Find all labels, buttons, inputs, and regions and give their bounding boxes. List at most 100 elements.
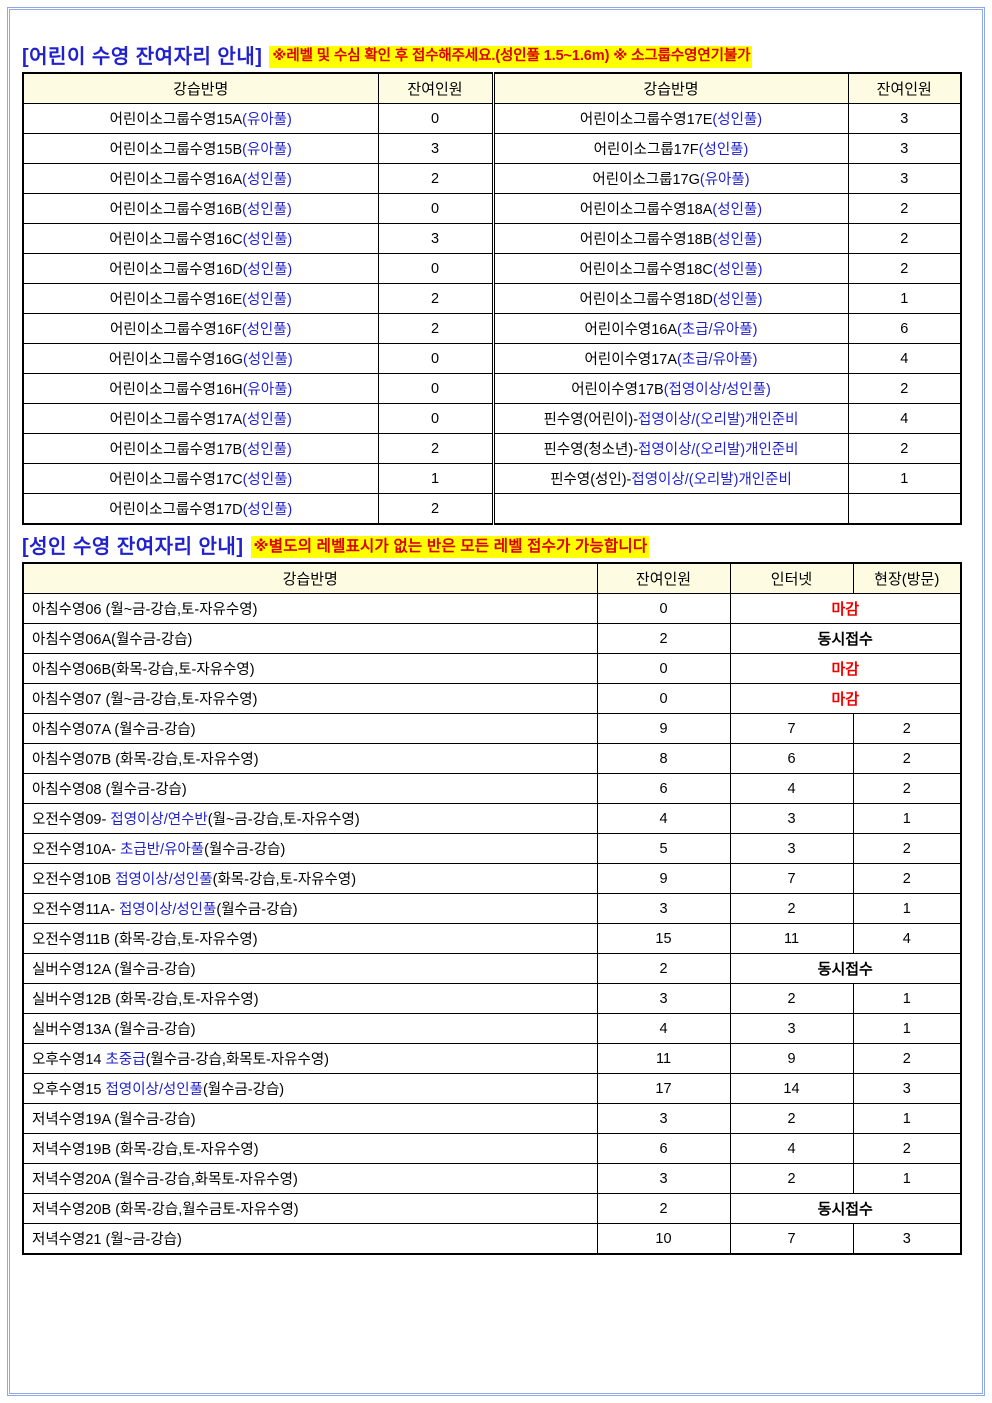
kids-remaining-count: 2 [847, 433, 962, 464]
class-level-text: 초중급 [105, 1052, 146, 1068]
kids-table-body: 어린이소그룹수영15A(유아풀) 0 어린이소그룹수영17E(성인풀) 3 어린이소그룹… [22, 103, 962, 525]
table-row: 어린이소그룹수영16B(성인풀) 0 어린이소그룹수영18A(성인풀) 2 [22, 193, 962, 224]
class-name-text: 아침수영07 [32, 692, 106, 708]
class-name-text: 어린이소그룹수영17B [109, 442, 243, 458]
table-row: 아침수영07A (월수금-강습) 9 7 2 [22, 713, 962, 744]
kids-class-name: 어린이소그룹수영17A(성인풀) [22, 403, 379, 434]
adult-onsite-count: 3 [852, 1223, 962, 1255]
table-row: 어린이소그룹수영15A(유아풀) 0 어린이소그룹수영17E(성인풀) 3 [22, 103, 962, 134]
adult-onsite-count: 2 [852, 743, 962, 774]
class-level-text: 접영이상/(오리발)개인준비 [631, 472, 792, 488]
class-level-text: (성인풀) [242, 472, 293, 488]
class-schedule-text: (화목-강습,토-자유수영) [212, 872, 357, 888]
class-level-text: (성인풀) [242, 202, 292, 218]
class-name-text: 어린이소그룹수영18A [579, 202, 713, 218]
class-level-text: (초급/유아풀) [677, 322, 758, 338]
class-schedule-text: (화목-강습,토-자유수영) [111, 662, 255, 678]
class-schedule-text: (월~금-강습,토-자유수영) [105, 692, 258, 708]
adult-section-header: [성인 수영 잔여자리 안내] ※별도의 레벨표시가 없는 반은 모든 레벨 접… [22, 530, 962, 558]
class-name-text: 어린이소그룹수영16D [109, 262, 243, 278]
table-row: 실버수영12B (화목-강습,토-자유수영) 3 2 1 [22, 983, 962, 1014]
kids-class-name: 어린이수영17A(초급/유아풀) [491, 343, 849, 374]
kids-table-header-row: 강습반명 잔여인원 강습반명 잔여인원 [22, 72, 962, 104]
table-row: 저녁수영20A (월수금-강습,화목토-자유수영) 3 2 1 [22, 1163, 962, 1194]
class-name-text: 저녁수영20B [32, 1202, 116, 1218]
class-name-text: 어린이수영17B [571, 382, 664, 398]
kids-class-name: 어린이소그룹수영17E(성인풀) [491, 103, 849, 134]
class-schedule-text: (월수금-강습) [105, 782, 187, 798]
class-level-text: (성인풀) [242, 502, 293, 518]
adult-remaining-count: 10 [596, 1223, 731, 1255]
adult-header-name: 강습반명 [22, 562, 598, 594]
class-name-text: 어린이수영17A [584, 352, 678, 368]
kids-class-name: 어린이소그룹수영17C(성인풀) [22, 463, 379, 494]
adult-onsite-count: 1 [852, 1163, 962, 1194]
kids-remaining-count: 2 [377, 163, 494, 194]
class-level-text: (성인풀) [241, 322, 292, 338]
class-schedule-text: (화목-강습,월수금토-자유수영) [115, 1202, 299, 1218]
table-row: 오전수영10A- 초급반/유아풀(월수금-강습) 5 3 2 [22, 833, 962, 864]
class-schedule-text: (화목-강습,토-자유수영) [115, 992, 259, 1008]
adult-class-name: 오전수영11B (화목-강습,토-자유수영) [22, 923, 598, 954]
class-name-text: 어린이소그룹수영17E [579, 112, 713, 128]
adult-onsite-count: 2 [852, 773, 962, 804]
class-name-text: 아침수영06 [32, 602, 106, 618]
table-row: 어린이소그룹수영17B(성인풀) 2 핀수영(청소년)-접영이상/(오리발)개인준비… [22, 433, 962, 464]
class-name-text: 어린이소그룹수영18C [579, 262, 713, 278]
adult-header-internet: 인터넷 [729, 562, 854, 594]
class-level-text: (성인풀) [712, 112, 763, 128]
kids-remaining-count: 3 [377, 223, 494, 254]
class-schedule-text: (월수금-강습) [114, 962, 196, 978]
kids-class-name: 어린이소그룹수영16H(유아풀) [22, 373, 379, 404]
adult-remaining-count: 0 [596, 683, 731, 714]
class-name-text: 어린이소그룹수영15B [109, 142, 243, 158]
class-level-text: 접영이상/(오리발)개인준비 [638, 412, 799, 428]
class-name-text: 저녁수영19B [32, 1142, 116, 1158]
kids-class-name: 어린이소그룹수영16D(성인풀) [22, 253, 379, 284]
kids-class-name: 어린이수영17B(접영이상/성인풀) [491, 373, 849, 404]
adult-remaining-count: 17 [596, 1073, 731, 1104]
class-schedule-text: (월수금-강습,화목토-자유수영) [145, 1052, 329, 1068]
class-name-text: 오후수영15 [32, 1082, 106, 1098]
class-name-text: 오전수영11A- [32, 902, 119, 918]
adult-remaining-count: 4 [596, 803, 731, 834]
adult-remaining-count: 15 [596, 923, 731, 954]
kids-remaining-count: 1 [847, 283, 962, 314]
table-row: 아침수영07 (월~금-강습,토-자유수영) 0 마감 [22, 683, 962, 714]
adult-remaining-count: 8 [596, 743, 731, 774]
kids-remaining-count: 2 [847, 373, 962, 404]
adult-remaining-count: 0 [596, 653, 731, 684]
page-frame-inner [14, 14, 978, 1389]
class-name-text: 오전수영09- [32, 812, 111, 828]
table-row: 어린이소그룹수영15B(유아풀) 3 어린이소그룹17F(성인풀) 3 [22, 133, 962, 164]
adult-remaining-count: 5 [596, 833, 731, 864]
class-name-text: 어린이소그룹수영16G [108, 352, 243, 368]
kids-class-name: 어린이소그룹수영18D(성인풀) [491, 283, 849, 314]
class-name-text: 실버수영12B [32, 992, 116, 1008]
class-schedule-text: (월수금-강습) [204, 842, 286, 858]
class-level-text: 초급반/유아풀 [120, 842, 205, 858]
kids-class-name: 핀수영(청소년)-접영이상/(오리발)개인준비 [491, 433, 849, 464]
class-level-text: (성인풀) [242, 292, 292, 308]
kids-remaining-count: 4 [847, 403, 962, 434]
class-level-text: (유아풀) [242, 112, 292, 128]
adult-internet-count: 2 [729, 893, 854, 924]
adult-class-name: 오전수영11A- 접영이상/성인풀(월수금-강습) [22, 893, 598, 924]
table-row: 아침수영07B (화목-강습,토-자유수영) 8 6 2 [22, 743, 962, 774]
class-name-text: 어린이소그룹수영16A [109, 172, 243, 188]
class-name-text: 실버수영13A [32, 1022, 115, 1038]
kids-class-name: 핀수영(성인)-접영이상/(오리발)개인준비 [491, 463, 849, 494]
table-row: 오후수영14 초중급(월수금-강습,화목토-자유수영) 11 9 2 [22, 1043, 962, 1074]
table-row: 오전수영11B (화목-강습,토-자유수영) 15 11 4 [22, 923, 962, 954]
adult-class-name: 오전수영10A- 초급반/유아풀(월수금-강습) [22, 833, 598, 864]
kids-remaining-count: 0 [377, 373, 494, 404]
table-row: 어린이소그룹수영17D(성인풀) 2 [22, 493, 962, 525]
adult-internet-count: 4 [729, 1133, 854, 1164]
adult-availability-table: 강습반명 잔여인원 인터넷 현장(방문) 아침수영06 (월~금-강습,토-자유… [22, 562, 962, 1255]
class-name-text: 어린이소그룹수영17C [109, 472, 243, 488]
adult-remaining-count: 2 [596, 953, 731, 984]
kids-remaining-count: 2 [377, 493, 494, 525]
kids-class-name: 어린이소그룹수영17B(성인풀) [22, 433, 379, 464]
class-schedule-text: (월수금-강습) [114, 1112, 196, 1128]
adult-remaining-count: 2 [596, 1193, 731, 1224]
